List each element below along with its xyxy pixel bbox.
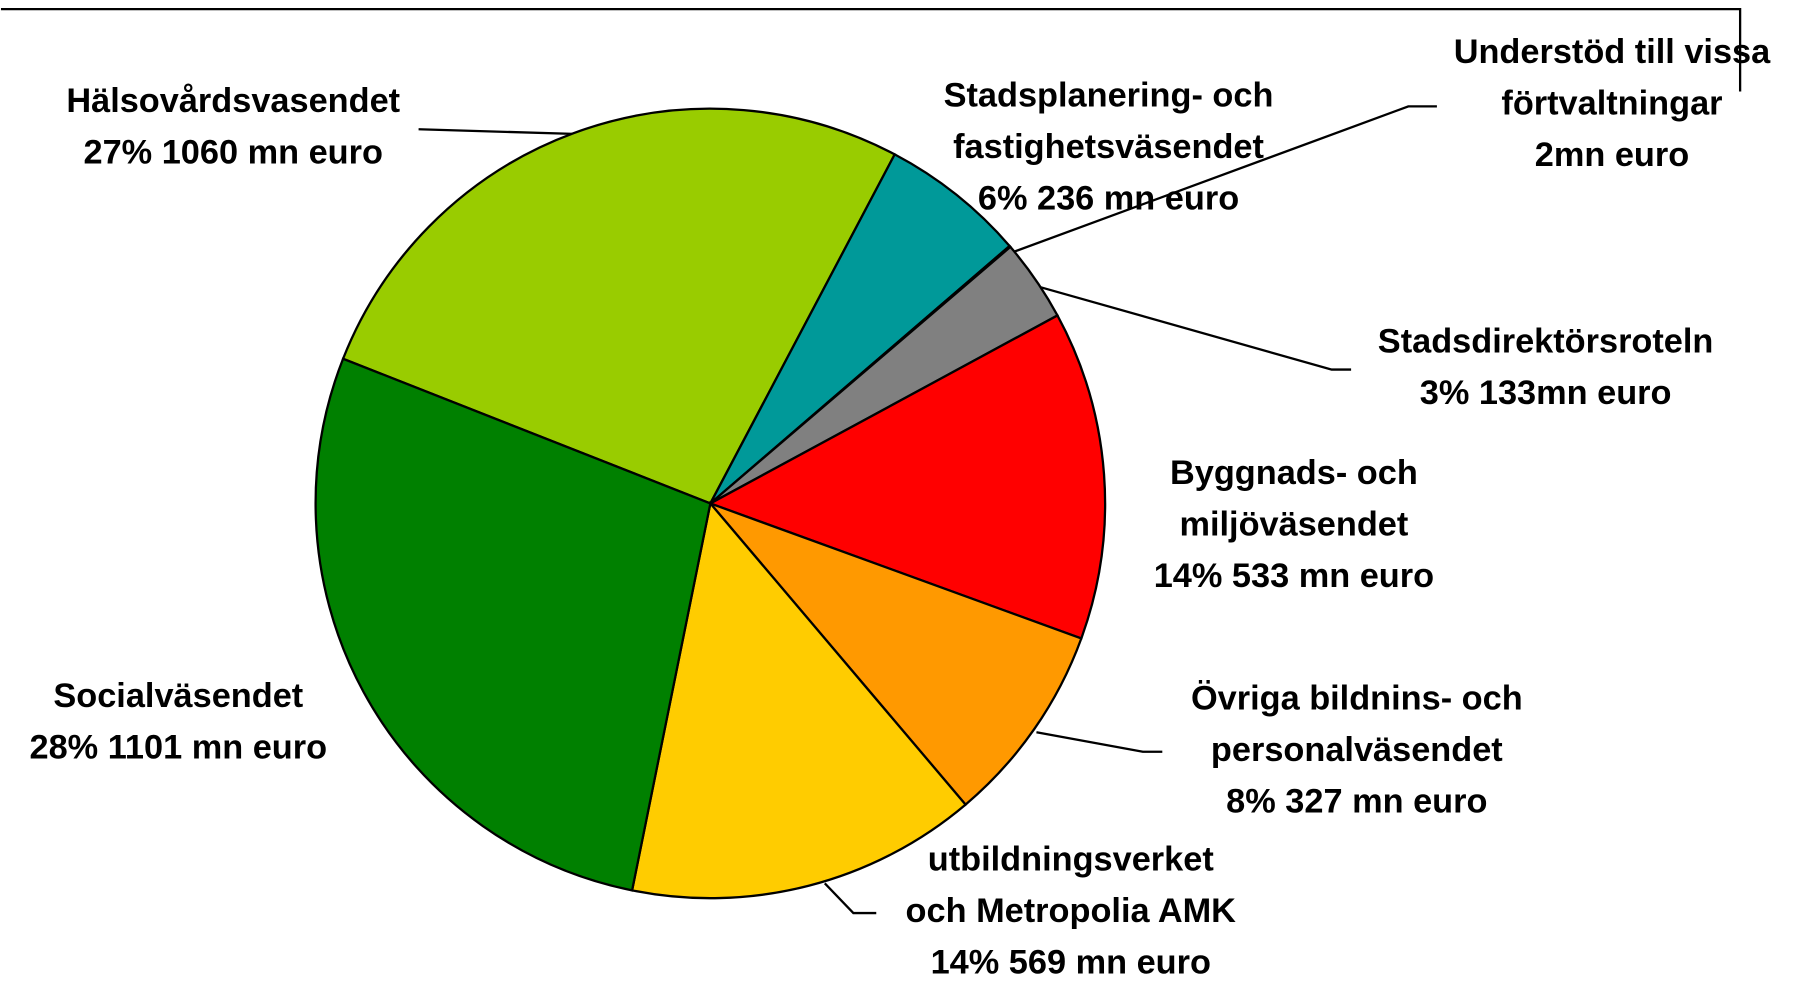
value-label: 8% 327 mn euro [1226,782,1487,820]
pie-slice [314,357,712,892]
slice-label: förtvaltningar [1501,84,1722,122]
slice-label: Stadsplanering- och [944,76,1274,114]
slice-label: miljöväsendet [1179,505,1408,543]
pie [314,107,1107,900]
value-label: 14% 533 mn euro [1154,557,1434,595]
value-label: 3% 133mn euro [1420,374,1672,412]
slice-label: personalväsendet [1211,731,1503,769]
value-label: 27% 1060 mn euro [84,134,383,172]
frame [0,8,1742,92]
value-label: 14% 569 mn euro [931,944,1211,982]
leader-line [418,128,574,136]
slice-label: och Metropolia AMK [906,892,1237,930]
pie-slice [706,500,1083,807]
pie-slice [341,107,897,505]
value-label: 2mn euro [1535,136,1689,174]
slice-label: Understöd till vissa [1454,33,1771,71]
slice-label: Övriga bildnins- och [1191,678,1523,717]
leader-line [1036,284,1352,371]
slice-label: Byggnads- och [1170,454,1418,492]
pie-slice [707,313,1107,640]
pie-slice [630,500,968,900]
value-label: 6% 236 mn euro [978,179,1239,217]
value-label: 28% 1101 mn euro [30,729,328,767]
slice-label: Hälsovårdsvasendet [66,82,400,120]
pie-slice [709,152,1012,505]
leader-line [823,882,877,915]
slice-label: Stadsdirektörsroteln [1378,322,1714,360]
leader-line [1007,105,1437,256]
leader-line [1036,731,1163,753]
slice-label: fastighetsväsendet [953,128,1264,166]
slice-label: Socialväsendet [53,677,303,715]
labels: Hälsovårdsvasendet 27% 1060 mn euro Stadsp… [30,33,1772,982]
slice-label: utbildningsverket [928,841,1214,879]
